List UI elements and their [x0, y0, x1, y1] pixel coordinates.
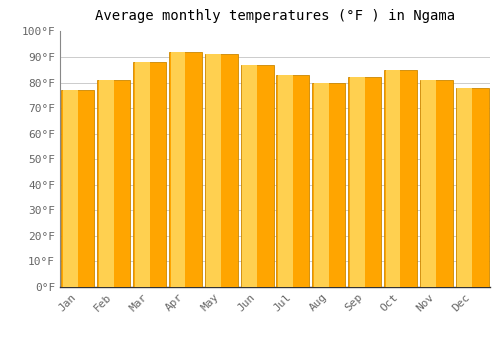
Bar [170, 52, 186, 287]
Bar [205, 55, 238, 287]
Bar [314, 83, 328, 287]
Bar [278, 75, 293, 287]
Bar [420, 80, 452, 287]
Bar [276, 75, 310, 287]
Bar [240, 65, 274, 287]
Bar [242, 65, 257, 287]
Bar [456, 88, 488, 287]
Bar [62, 90, 94, 287]
Bar [206, 55, 221, 287]
Bar [348, 77, 381, 287]
Bar [98, 80, 130, 287]
Bar [63, 90, 78, 287]
Bar [134, 62, 150, 287]
Bar [422, 80, 436, 287]
Bar [384, 70, 417, 287]
Bar [133, 62, 166, 287]
Title: Average monthly temperatures (°F ) in Ngama: Average monthly temperatures (°F ) in Ng… [95, 9, 455, 23]
Bar [169, 52, 202, 287]
Bar [350, 77, 364, 287]
Bar [99, 80, 114, 287]
Bar [386, 70, 400, 287]
Bar [457, 88, 472, 287]
Bar [312, 83, 345, 287]
